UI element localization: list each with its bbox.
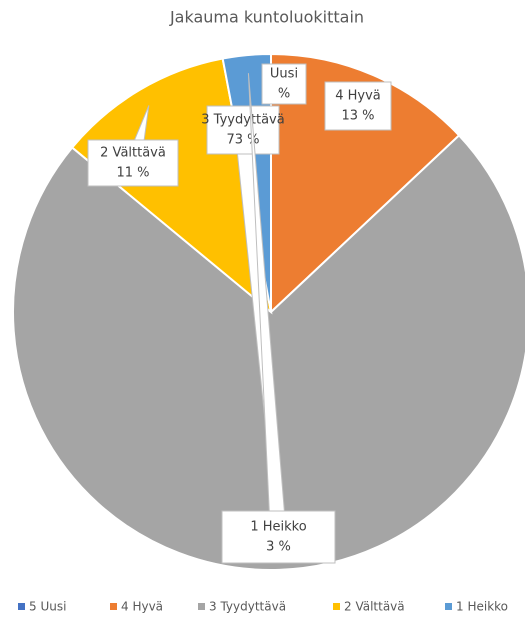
data-label: Uusi%: [261, 63, 307, 105]
data-label-name: 4 Hyvä: [335, 89, 381, 104]
data-label-value: 3 %: [266, 540, 291, 555]
legend-swatch: [110, 603, 117, 610]
legend-text: 4 Hyvä: [121, 600, 163, 614]
legend-item: 1 Heikko: [445, 600, 508, 614]
legend-text: 5 Uusi: [29, 600, 66, 614]
callout-cover: [263, 65, 305, 103]
legend-item: 4 Hyvä: [110, 600, 163, 614]
legend-item: 3 Tyydyttävä: [198, 600, 286, 614]
callout-cover: [326, 83, 390, 129]
legend-swatch: [333, 603, 340, 610]
callout-cover: [223, 512, 334, 562]
legend-text: 3 Tyydyttävä: [209, 600, 286, 614]
legend-swatch: [18, 603, 25, 610]
data-label-value: %: [278, 87, 290, 102]
data-label: 1 Heikko 3 %: [221, 73, 336, 564]
data-label: 4 Hyvä 13 %: [324, 81, 392, 131]
data-label-value: 11 %: [116, 166, 149, 181]
data-label-value: 13 %: [341, 109, 374, 124]
data-label-name: 3 Tyydyttävä: [201, 113, 284, 128]
legend-swatch: [445, 603, 452, 610]
legend-item: 2 Välttävä: [333, 600, 405, 614]
callout-cover: [208, 107, 278, 153]
legend-item: 5 Uusi: [18, 600, 66, 614]
data-label-name: 1 Heikko: [250, 520, 306, 535]
legend-swatch: [198, 603, 205, 610]
callout-cover: [89, 141, 177, 185]
data-label-name: 2 Välttävä: [100, 146, 166, 161]
chart-title: Jakauma kuntoluokittain: [169, 8, 364, 27]
pie-slice: [270, 52, 461, 315]
data-label-name: Uusi: [270, 67, 298, 82]
legend-text: 2 Välttävä: [344, 600, 405, 614]
legend-text: 1 Heikko: [456, 600, 508, 614]
data-label: 2 Välttävä 11 %: [87, 105, 179, 187]
